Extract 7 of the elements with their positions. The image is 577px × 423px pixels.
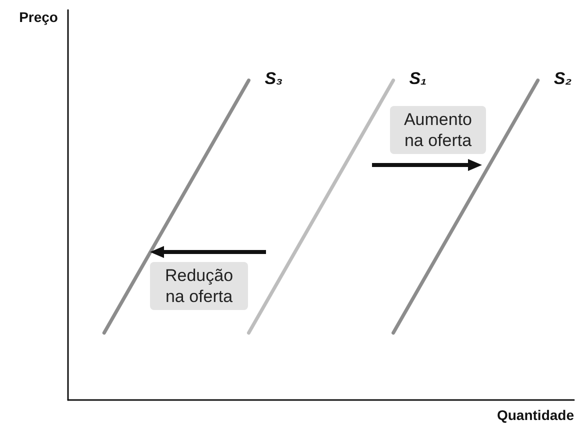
series-label: S₃ <box>264 68 283 88</box>
series-label: S₂ <box>554 68 572 88</box>
y-axis-title: Preço <box>19 9 58 25</box>
series-label: S₁ <box>409 68 427 88</box>
x-axis-title: Quantidade <box>496 407 574 423</box>
annotation: Aumento na oferta <box>390 106 486 154</box>
annotation: Redução na oferta <box>150 262 248 310</box>
